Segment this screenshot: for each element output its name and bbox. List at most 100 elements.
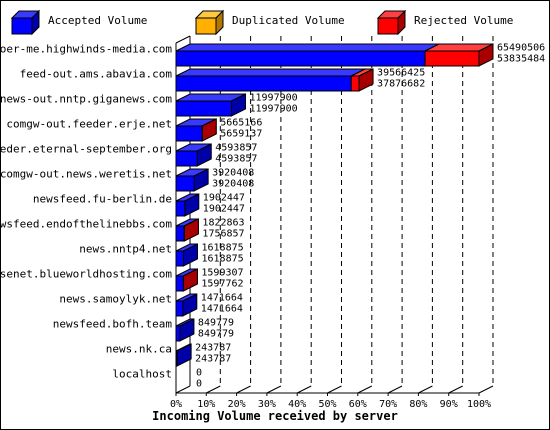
floor-line-90 — [448, 385, 463, 394]
x-tick-label: 0% — [170, 399, 182, 410]
floor-line-70 — [387, 385, 403, 394]
bar-accepted-newsfeed-fu-berlin-de — [175, 193, 200, 217]
bar-accepted-news-samoylyk-net-front — [175, 300, 184, 317]
x-tick-label: 60% — [349, 399, 367, 410]
total-value-label-feeder-eternal-september-org: 4593857 — [215, 143, 257, 154]
accepted-value-label-news-out-nntp-giganews-com: 11997900 — [250, 104, 298, 115]
x-tick-label: 20% — [228, 399, 246, 410]
x-tick-label: 40% — [288, 399, 306, 410]
bar-comgw-out-news-weretis-net — [175, 168, 209, 192]
accepted-value-label-usenet-blueworldhosting-com: 1597762 — [201, 279, 243, 290]
accepted-value-label-comgw-out-feeder-erje-net: 5659137 — [220, 129, 262, 140]
bar-voer-me-highwinds-media-com — [175, 43, 494, 67]
accepted-value-label-voer-me-highwinds-media-com: 53835484 — [497, 54, 545, 65]
total-value-label-comgw-out-news-weretis-net: 3920408 — [212, 168, 254, 179]
legend: Accepted Volume Duplicated Volume Rejected… — [10, 9, 513, 36]
bar-usenet-blueworldhosting-com — [175, 268, 198, 292]
category-label-newsfeed-endofthelinebbs-com: newsfeed.endofthelinebbs.com — [0, 218, 172, 231]
bar-newsfeed-bofh-team — [175, 318, 195, 342]
floor-line-50 — [327, 385, 342, 394]
bar-accepted-comgw-out-news-weretis-net-front — [175, 175, 195, 192]
x-axis-label: Incoming Volume received by server — [152, 409, 398, 423]
floor-line-60 — [357, 385, 373, 394]
total-value-label-feed-out-ams-abavia-com: 39566425 — [377, 68, 425, 79]
bar-accepted-newsfeed-bofh-team-front — [175, 325, 181, 342]
x-tick-label: 30% — [258, 399, 276, 410]
x-tick-label: 90% — [440, 399, 458, 410]
bar-rejected-voer-me-highwinds-media-com — [424, 43, 494, 67]
total-value-label-news-out-nntp-giganews-com: 11997900 — [250, 93, 298, 104]
legend-label: Duplicated Volume — [232, 14, 345, 27]
bar-accepted-news-out-nntp-giganews-com — [175, 93, 247, 117]
category-label-newsfeed-bofh-team: newsfeed.bofh.team — [53, 318, 173, 331]
bar-accepted-feeder-eternal-september-org-front — [175, 150, 198, 167]
bar-accepted-voer-me-highwinds-media-com — [175, 43, 440, 67]
category-label-news-nk-ca: news.nk.ca — [106, 343, 172, 356]
legend-item-accepted-volume: Accepted Volume — [10, 9, 147, 36]
gridlines — [206, 36, 494, 394]
total-value-label-usenet-blueworldhosting-com: 1599307 — [201, 268, 243, 279]
bar-accepted-comgw-out-feeder-erje-net-front — [175, 125, 203, 142]
floor-line-10 — [206, 385, 221, 394]
bar-news-out-nntp-giganews-com — [175, 93, 247, 117]
bar-newsfeed-endofthelinebbs-com — [175, 218, 199, 242]
x-tick-label: 80% — [409, 399, 427, 410]
bars — [175, 43, 494, 367]
accepted-value-label-comgw-out-news-weretis-net: 3920408 — [212, 179, 254, 190]
bar-accepted-news-nk-ca-side — [176, 343, 192, 367]
category-label-comgw-out-feeder-erje-net: comgw-out.feeder.erje.net — [6, 118, 172, 131]
bar-accepted-feed-out-ams-abavia-com — [175, 68, 366, 92]
legend-label: Rejected Volume — [414, 14, 513, 27]
floor-line-80 — [418, 385, 433, 394]
total-value-label-newsfeed-bofh-team: 849779 — [198, 318, 234, 329]
floor-line-20 — [236, 385, 251, 394]
bar-accepted-news-out-nntp-giganews-com-front — [175, 100, 233, 117]
x-tick-label: 10% — [197, 399, 215, 410]
bar-news-nk-ca — [175, 343, 192, 367]
legend-swatch — [11, 17, 33, 35]
total-value-label-voer-me-highwinds-media-com: 65490506 — [497, 43, 545, 54]
accepted-value-label-news-samoylyk-net: 1471664 — [201, 304, 243, 315]
category-label-voer-me-highwinds-media-com: voer-me.highwinds-media.com — [0, 43, 172, 56]
bar-accepted-newsfeed-fu-berlin-de-front — [175, 200, 186, 217]
axis-bottom-edge — [175, 385, 191, 394]
category-label-feeder-eternal-september-org: feeder.eternal-september.org — [0, 143, 172, 156]
floor-line-30 — [266, 385, 282, 394]
floor-line-40 — [296, 385, 312, 394]
bar-accepted-feed-out-ams-abavia-com-top — [175, 68, 366, 77]
bar-news-samoylyk-net — [175, 293, 198, 317]
accepted-value-label-news-nk-ca: 243787 — [195, 354, 231, 365]
bar-accepted-voer-me-highwinds-media-com-front — [175, 50, 426, 67]
accepted-value-label-localhost: 0 — [196, 379, 202, 390]
total-value-label-newsfeed-fu-berlin-de: 1902447 — [203, 193, 245, 204]
accepted-value-label-feed-out-ams-abavia-com: 37876682 — [377, 79, 425, 90]
total-value-label-news-nntp4-net: 1618875 — [201, 243, 243, 254]
category-label-feed-out-ams-abavia-com: feed-out.ams.abavia.com — [20, 68, 173, 81]
bar-accepted-news-nk-ca-front — [175, 350, 178, 367]
bar-accepted-voer-me-highwinds-media-com-top — [175, 43, 440, 52]
category-label-localhost: localhost — [112, 368, 172, 381]
axis-top-edge — [175, 35, 191, 44]
bar-accepted-news-nntp4-net — [175, 243, 198, 267]
bar-rejected-comgw-out-feeder-erje-net — [201, 118, 217, 142]
accepted-value-label-newsfeed-bofh-team: 849779 — [198, 329, 234, 340]
legend-swatch — [377, 17, 399, 35]
bar-accepted-feeder-eternal-september-org — [175, 143, 212, 167]
bar-rejected-usenet-blueworldhosting-com — [182, 268, 198, 292]
bar-accepted-newsfeed-endofthelinebbs-com-front — [175, 225, 185, 242]
bar-accepted-news-samoylyk-net — [175, 293, 198, 317]
legend-item-duplicated-volume: Duplicated Volume — [194, 9, 345, 36]
bar-accepted-news-nk-ca — [175, 343, 192, 367]
bar-accepted-comgw-out-news-weretis-net — [175, 168, 209, 192]
category-labels: voer-me.highwinds-media.com feed-out.ams.… — [0, 43, 172, 381]
category-label-usenet-blueworldhosting-com: usenet.blueworldhosting.com — [0, 268, 172, 281]
bar-rejected-feed-out-ams-abavia-com — [350, 68, 374, 92]
legend-swatch — [195, 17, 217, 35]
total-value-label-comgw-out-feeder-erje-net: 5665166 — [220, 118, 262, 129]
bar-accepted-newsfeed-bofh-team-side — [179, 318, 195, 342]
floor-line-100 — [478, 385, 494, 394]
legend-item-rejected-volume: Rejected Volume — [376, 9, 513, 36]
accepted-value-label-newsfeed-endofthelinebbs-com: 1756857 — [202, 229, 244, 240]
